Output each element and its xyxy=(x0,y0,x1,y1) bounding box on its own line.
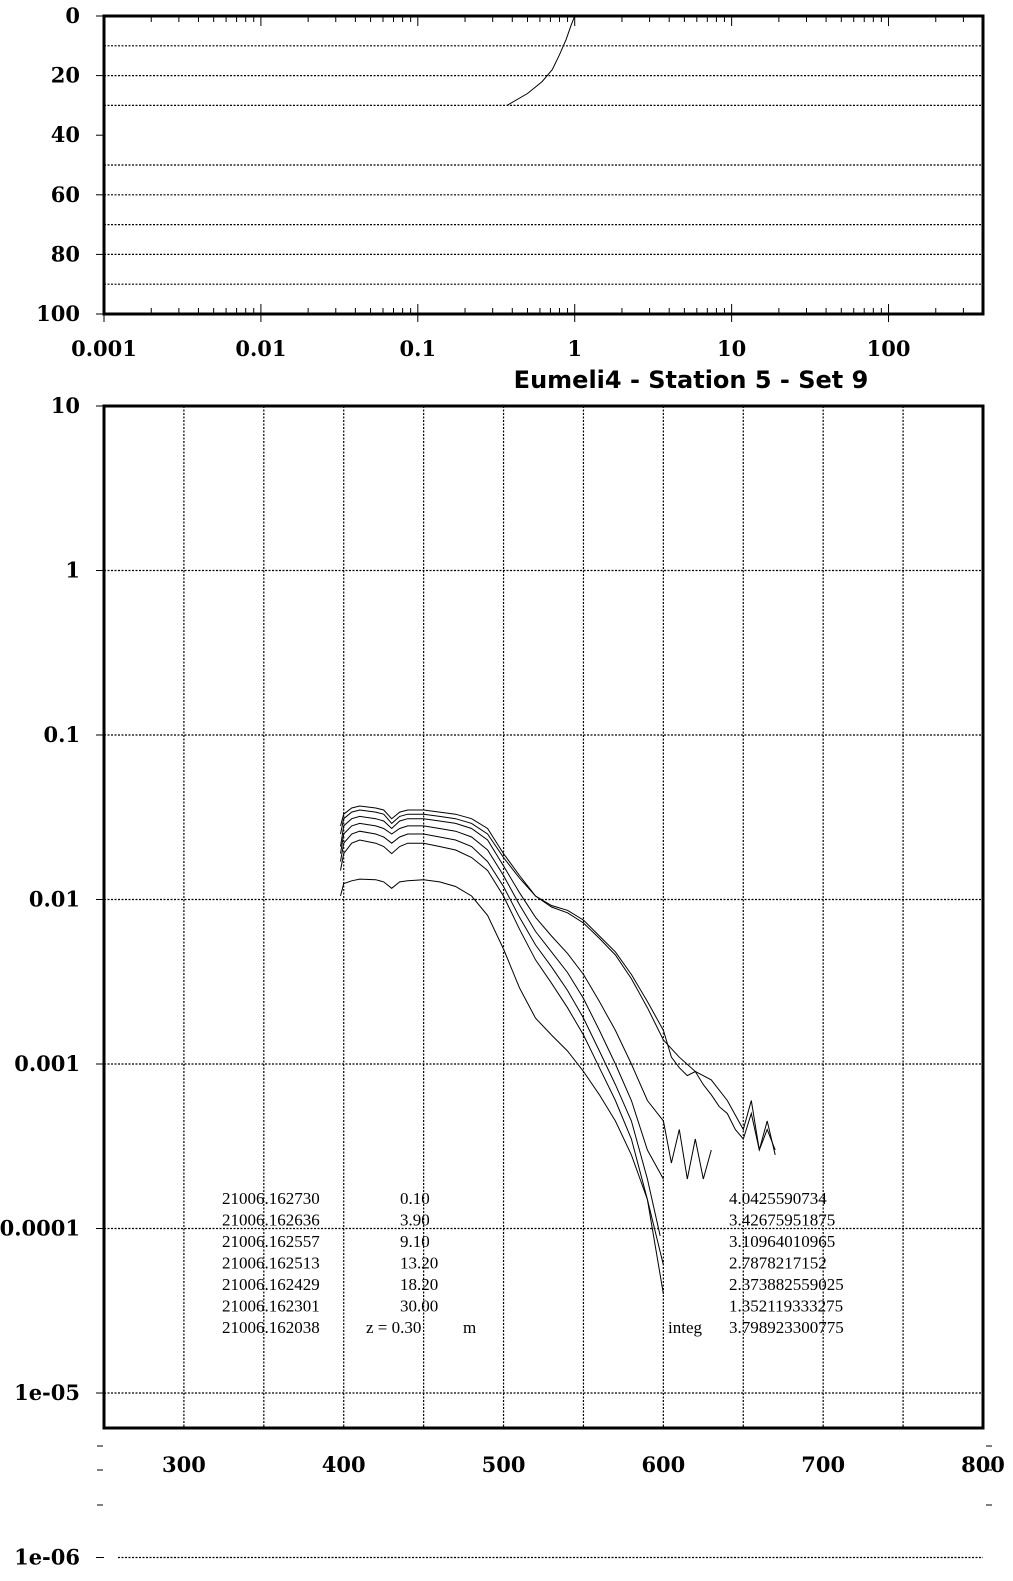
top-chart-gridlines xyxy=(104,45,983,285)
bottom-x-tick-label: 500 xyxy=(482,1452,526,1477)
top-y-tick-label: 0 xyxy=(65,3,80,28)
bottom-chart-gridlines xyxy=(104,405,983,1559)
bottom-x-tick-label: 300 xyxy=(162,1452,206,1477)
annotation-integral: 3.42675951875 xyxy=(729,1211,835,1230)
annotation-integ-value: 3.798923300775 xyxy=(729,1318,844,1337)
bottom-series-line-2 xyxy=(340,815,712,1180)
bottom-x-tick-label: 600 xyxy=(641,1452,685,1477)
annotation-integral: 3.10964010965 xyxy=(729,1232,835,1251)
annotation-integral: 1.352119333275 xyxy=(729,1297,843,1316)
bottom-series-line-3 xyxy=(340,822,664,1180)
top-x-tick-label: 0.1 xyxy=(400,336,437,361)
annotation-id: 21006.162429 xyxy=(222,1275,320,1294)
bottom-y-tick-label: 0.0001 xyxy=(0,1216,80,1241)
bottom-x-tick-label: 400 xyxy=(322,1452,366,1477)
bottom-chart-tickmarks xyxy=(96,405,992,1558)
bottom-series-line-4 xyxy=(340,830,661,1237)
bottom-y-tick-label: 1 xyxy=(65,558,80,583)
top-chart-tickmarks xyxy=(96,15,984,322)
annotation-z-label: z = 0.30 xyxy=(366,1318,421,1337)
bottom-chart-title: Eumeli4 - Station 5 - Set 9 xyxy=(514,366,869,394)
bottom-series-line-0 xyxy=(340,805,776,1156)
top-y-tick-label: 60 xyxy=(51,182,80,207)
annotation-id: 21006.162301 xyxy=(222,1297,320,1316)
annotation-id: 21006.162038 xyxy=(222,1318,320,1337)
annotation-depth: 0.10 xyxy=(400,1189,430,1208)
top-y-tick-label: 80 xyxy=(51,241,80,266)
top-y-tick-label: 20 xyxy=(51,63,80,88)
annotation-unit: m xyxy=(463,1318,476,1337)
top-chart-x-tick-labels: 0.001 0.01 0.1 1 10 100 xyxy=(71,336,910,361)
spectrum-chart: 300 400 500 600 700 800 10 1 0.1 0.01 0.001 0.0001… xyxy=(0,393,1005,1570)
top-x-tick-label: 100 xyxy=(867,336,911,361)
bottom-x-tick-label: 800 xyxy=(961,1452,1005,1477)
top-chart-y-tick-labels: 0 20 40 60 80 100 xyxy=(36,3,80,326)
annotation-integral: 4.0425590734 xyxy=(729,1189,827,1208)
annotation-integral: 2.373882559025 xyxy=(729,1275,844,1294)
annotation-depth: 13.20 xyxy=(400,1254,438,1273)
bottom-series-line-5 xyxy=(340,839,664,1266)
top-chart-frame xyxy=(102,14,985,316)
bottom-chart-annotations: 21006.162730 0.10 4.0425590734 21006.162636… xyxy=(222,1189,844,1337)
top-series-line-0 xyxy=(506,15,576,106)
top-x-tick-label: 0.01 xyxy=(235,336,286,361)
annotation-integral: 2.7878217152 xyxy=(729,1254,827,1273)
bottom-y-tick-label: 0.1 xyxy=(43,722,80,747)
annotation-id: 21006.162730 xyxy=(222,1189,320,1208)
bottom-y-tick-label: 0.01 xyxy=(29,887,80,912)
bottom-chart-x-tick-labels: 300 400 500 600 700 800 xyxy=(162,1452,1005,1477)
annotation-depth: 18.20 xyxy=(400,1275,438,1294)
bottom-series-line-1 xyxy=(340,809,776,1152)
top-x-tick-label: 10 xyxy=(717,336,746,361)
annotation-id: 21006.162636 xyxy=(222,1211,320,1230)
annotation-id: 21006.162557 xyxy=(222,1232,320,1251)
annotation-depth: 30.00 xyxy=(400,1297,438,1316)
annotation-id: 21006.162513 xyxy=(222,1254,320,1273)
bottom-chart-frame xyxy=(102,404,985,1430)
top-chart-series xyxy=(506,15,576,106)
bottom-chart-series xyxy=(340,805,776,1295)
bottom-y-tick-label: 1e-06 xyxy=(14,1545,80,1570)
bottom-chart-y-tick-labels: 10 1 0.1 0.01 0.001 0.0001 1e-05 1e-06 xyxy=(0,393,80,1570)
depth-profile-chart: 0.001 0.01 0.1 1 10 100 0 20 40 60 80 100 xyxy=(36,3,985,361)
annotation-depth: 3.90 xyxy=(400,1211,430,1230)
top-x-tick-label: 0.001 xyxy=(71,336,137,361)
bottom-x-tick-label: 700 xyxy=(801,1452,845,1477)
bottom-series-line-6 xyxy=(340,878,664,1295)
top-y-tick-label: 100 xyxy=(36,301,80,326)
bottom-y-tick-label: 0.001 xyxy=(14,1051,80,1076)
annotation-depth: 9.10 xyxy=(400,1232,430,1251)
bottom-y-tick-label: 10 xyxy=(51,393,80,418)
top-x-tick-label: 1 xyxy=(567,336,582,361)
annotation-integ-label: integ xyxy=(668,1318,702,1337)
top-y-tick-label: 40 xyxy=(51,122,80,147)
bottom-y-tick-label: 1e-05 xyxy=(14,1380,80,1405)
